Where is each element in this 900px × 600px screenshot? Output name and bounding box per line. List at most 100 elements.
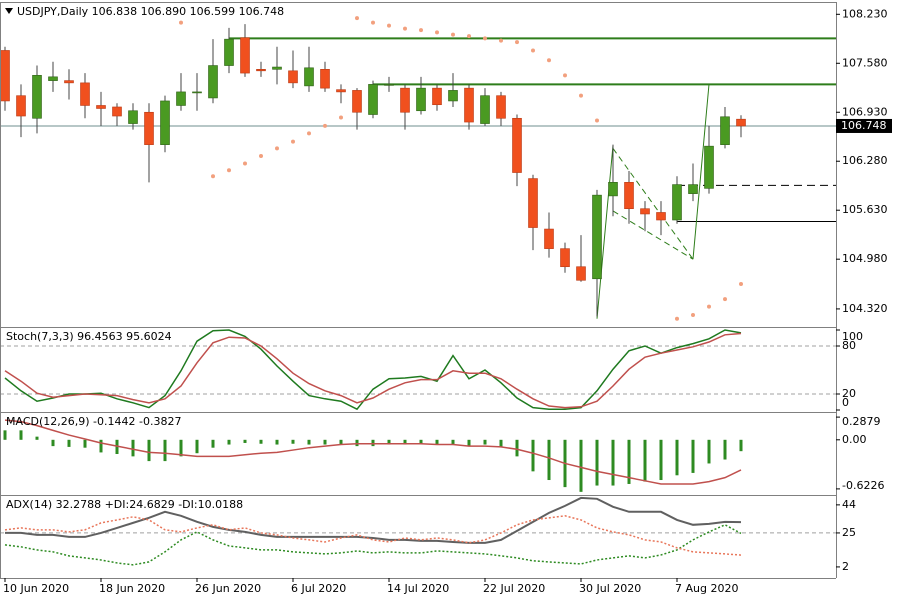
pane-title: MACD(12,26,9) -0.1442 -0.3827	[6, 415, 181, 428]
sar-dot	[403, 26, 407, 31]
candle-body	[512, 117, 522, 173]
x-tick-label: 10 Jun 2020	[3, 582, 69, 595]
sar-dot	[563, 73, 567, 78]
sar-dot	[451, 32, 455, 37]
y-tick-label: 106.280	[842, 154, 888, 167]
candle-body	[144, 111, 154, 145]
histogram-bar	[291, 439, 295, 444]
x-tick-label: 14 Jul 2020	[387, 582, 449, 595]
histogram-bar	[163, 439, 167, 462]
candle-body	[112, 106, 122, 117]
sar-dot	[723, 297, 727, 302]
sar-dot	[291, 139, 295, 144]
sar-dot	[579, 93, 583, 98]
series-line	[4, 419, 742, 485]
histogram-bar	[499, 439, 503, 447]
candle-body	[304, 67, 314, 87]
sar-dot	[547, 58, 551, 63]
candle-body	[384, 84, 394, 86]
y-tick-label: 0.00	[842, 433, 867, 446]
candle-body	[736, 118, 746, 127]
histogram-bar	[19, 430, 23, 440]
pane-frames	[0, 2, 837, 579]
histogram-bar	[739, 439, 743, 452]
candle-body	[464, 87, 474, 123]
histogram-bar	[611, 439, 615, 486]
candle-body	[480, 95, 490, 124]
pane-title: Stoch(7,3,3) 96.4563 95.6024	[6, 330, 172, 343]
candle-body	[320, 69, 330, 89]
sar-dot	[595, 118, 599, 123]
symbol-menu-icon[interactable]	[5, 8, 13, 14]
sar-dot	[499, 38, 503, 43]
trendline	[612, 210, 694, 260]
candle-body	[432, 87, 442, 106]
histogram-bar	[579, 439, 583, 492]
trendline	[596, 145, 614, 319]
candle-body	[224, 38, 234, 66]
y-tick-label: 2	[842, 560, 849, 573]
candle-body	[496, 95, 506, 119]
histogram-bar	[147, 439, 151, 462]
histogram-bar	[35, 436, 39, 440]
x-tick-label: 18 Jun 2020	[99, 582, 165, 595]
candle-body	[192, 91, 202, 94]
y-tick-label: 20	[842, 387, 856, 400]
candle-body	[720, 116, 730, 145]
candle-body	[656, 212, 666, 221]
series-line	[4, 332, 742, 409]
y-tick-label: 104.980	[842, 252, 888, 265]
candle-body	[592, 194, 602, 280]
sar-dot	[419, 28, 423, 33]
y-tick-label: 25	[842, 526, 856, 539]
sar-dot	[227, 168, 231, 173]
candle-body	[176, 91, 186, 106]
histogram-bar	[355, 439, 359, 447]
candle-body	[1, 50, 10, 102]
y-tick-label: 80	[842, 339, 856, 352]
sar-dot	[675, 316, 679, 321]
candle-body	[624, 182, 634, 210]
sar-dot	[211, 174, 215, 179]
histogram-bar	[275, 439, 279, 445]
series-line	[5, 496, 742, 544]
candle-body	[208, 65, 218, 99]
histogram-bar	[675, 439, 679, 476]
x-tick-label: 6 Jul 2020	[291, 582, 346, 595]
y-tick-label: 104.320	[842, 302, 888, 315]
histogram-bar	[467, 439, 471, 447]
histogram-bar	[243, 439, 247, 443]
histogram-bar	[707, 439, 711, 464]
histogram-bar	[323, 439, 327, 445]
candle-body	[352, 90, 362, 113]
candle-body	[640, 208, 650, 215]
candle-body	[608, 182, 618, 197]
sar-dot	[707, 304, 711, 309]
pane	[3, 419, 743, 492]
sar-dot	[179, 20, 183, 25]
sar-dot	[371, 20, 375, 25]
candle-body	[528, 178, 538, 228]
y-tick-label: 107.580	[842, 56, 888, 69]
series-line	[4, 329, 742, 411]
sar-dot	[515, 40, 519, 45]
x-tick-label: 26 Jun 2020	[195, 582, 261, 595]
sar-dot	[483, 36, 487, 41]
histogram-bar	[67, 439, 71, 447]
candle-body	[256, 69, 266, 72]
candle-body	[48, 76, 58, 81]
x-tick-label: 22 Jul 2020	[483, 582, 545, 595]
candle-body	[544, 228, 554, 249]
histogram-bar	[531, 439, 535, 472]
x-tick-label: 30 Jul 2020	[579, 582, 641, 595]
candle-body	[160, 100, 170, 145]
y-tick-label: 44	[842, 498, 856, 511]
histogram-bar	[403, 439, 407, 445]
histogram-bar	[515, 439, 519, 457]
candle-body	[80, 82, 90, 106]
histogram-bar	[371, 439, 375, 447]
histogram-bar	[691, 439, 695, 473]
candle-body	[336, 89, 346, 93]
candle-body	[128, 110, 138, 124]
